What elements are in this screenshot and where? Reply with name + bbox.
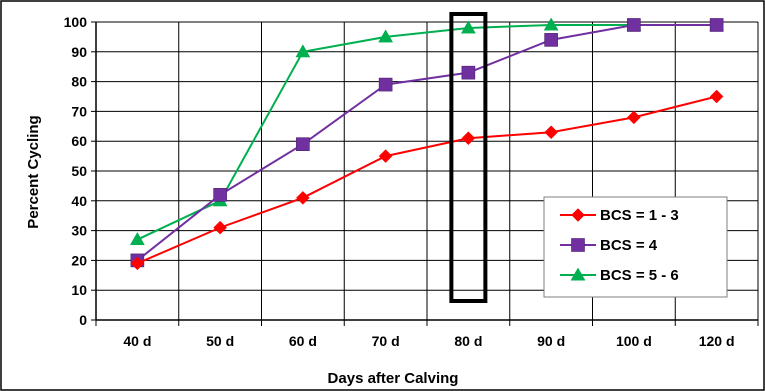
legend-series-2-marker	[571, 238, 585, 252]
y-tick-label: 60	[71, 133, 87, 149]
series-3-line	[136, 23, 717, 241]
legend-series-2-label: BCS = 4	[600, 237, 658, 254]
y-tick-label: 30	[71, 223, 87, 239]
series-1-point	[544, 125, 558, 140]
series-3-point	[378, 29, 394, 43]
series-1-point	[378, 149, 393, 163]
x-tick-label: 40 d	[123, 333, 151, 349]
y-tick-label: 10	[71, 282, 87, 298]
highlight-box	[449, 12, 488, 303]
series-2-point	[378, 77, 393, 92]
x-tick-label: 60 d	[289, 333, 317, 349]
series-3-point	[460, 20, 476, 34]
x-axis-title: Days after Calving	[328, 370, 459, 387]
series-2-point	[627, 18, 641, 32]
series-1-point	[296, 190, 310, 205]
series-1-point	[213, 220, 227, 235]
y-tick-label: 0	[79, 312, 87, 328]
x-tick-label: 50 d	[206, 333, 234, 349]
axes	[91, 21, 759, 326]
legend: BCS = 1 - 3 BCS = 4 BCS = 5 - 6	[543, 196, 728, 298]
y-tick-label: 80	[71, 74, 87, 90]
series-1-point	[461, 131, 476, 146]
x-tick-label: 70 d	[372, 333, 400, 349]
y-tick-label: 100	[64, 14, 88, 30]
legend-series-1-label: BCS = 1 - 3	[600, 207, 679, 224]
highlight-box-group	[449, 12, 488, 303]
series-2-point	[296, 137, 310, 151]
series-3-point	[129, 232, 145, 246]
y-tick-label: 90	[71, 44, 87, 60]
series-2-point	[544, 33, 558, 47]
legend-series-3-marker	[570, 267, 586, 281]
tick-labels: 0 10 20 30 40 50 60 70 80 90 100 40 d 50 d 60 d 70 d 80…	[64, 14, 735, 349]
x-tick-label: 80 d	[454, 333, 482, 349]
data-series	[129, 17, 725, 271]
y-tick-label: 50	[71, 163, 87, 179]
x-tick-label: 100 d	[616, 333, 652, 349]
y-tick-label: 40	[71, 193, 87, 209]
series-1-point	[709, 89, 724, 104]
x-tick-label: 120 d	[699, 333, 735, 349]
y-tick-label: 20	[71, 252, 87, 268]
series-2-point	[213, 188, 227, 202]
series-3-point	[543, 17, 559, 31]
series-1-line	[136, 95, 717, 265]
legend-series-1-marker	[571, 208, 585, 222]
grid-lines	[96, 21, 759, 320]
series-2-point	[709, 18, 724, 32]
series-3-point	[295, 44, 311, 58]
series-1-point	[627, 110, 641, 125]
series-1-point	[130, 256, 145, 271]
y-axis-title: Percent Cycling	[25, 115, 42, 228]
series-2-line	[136, 23, 717, 262]
y-tick-label: 70	[71, 103, 87, 119]
legend-series-3-label: BCS = 5 - 6	[600, 267, 679, 284]
series-2-point	[461, 65, 476, 80]
x-tick-label: 90 d	[537, 333, 565, 349]
